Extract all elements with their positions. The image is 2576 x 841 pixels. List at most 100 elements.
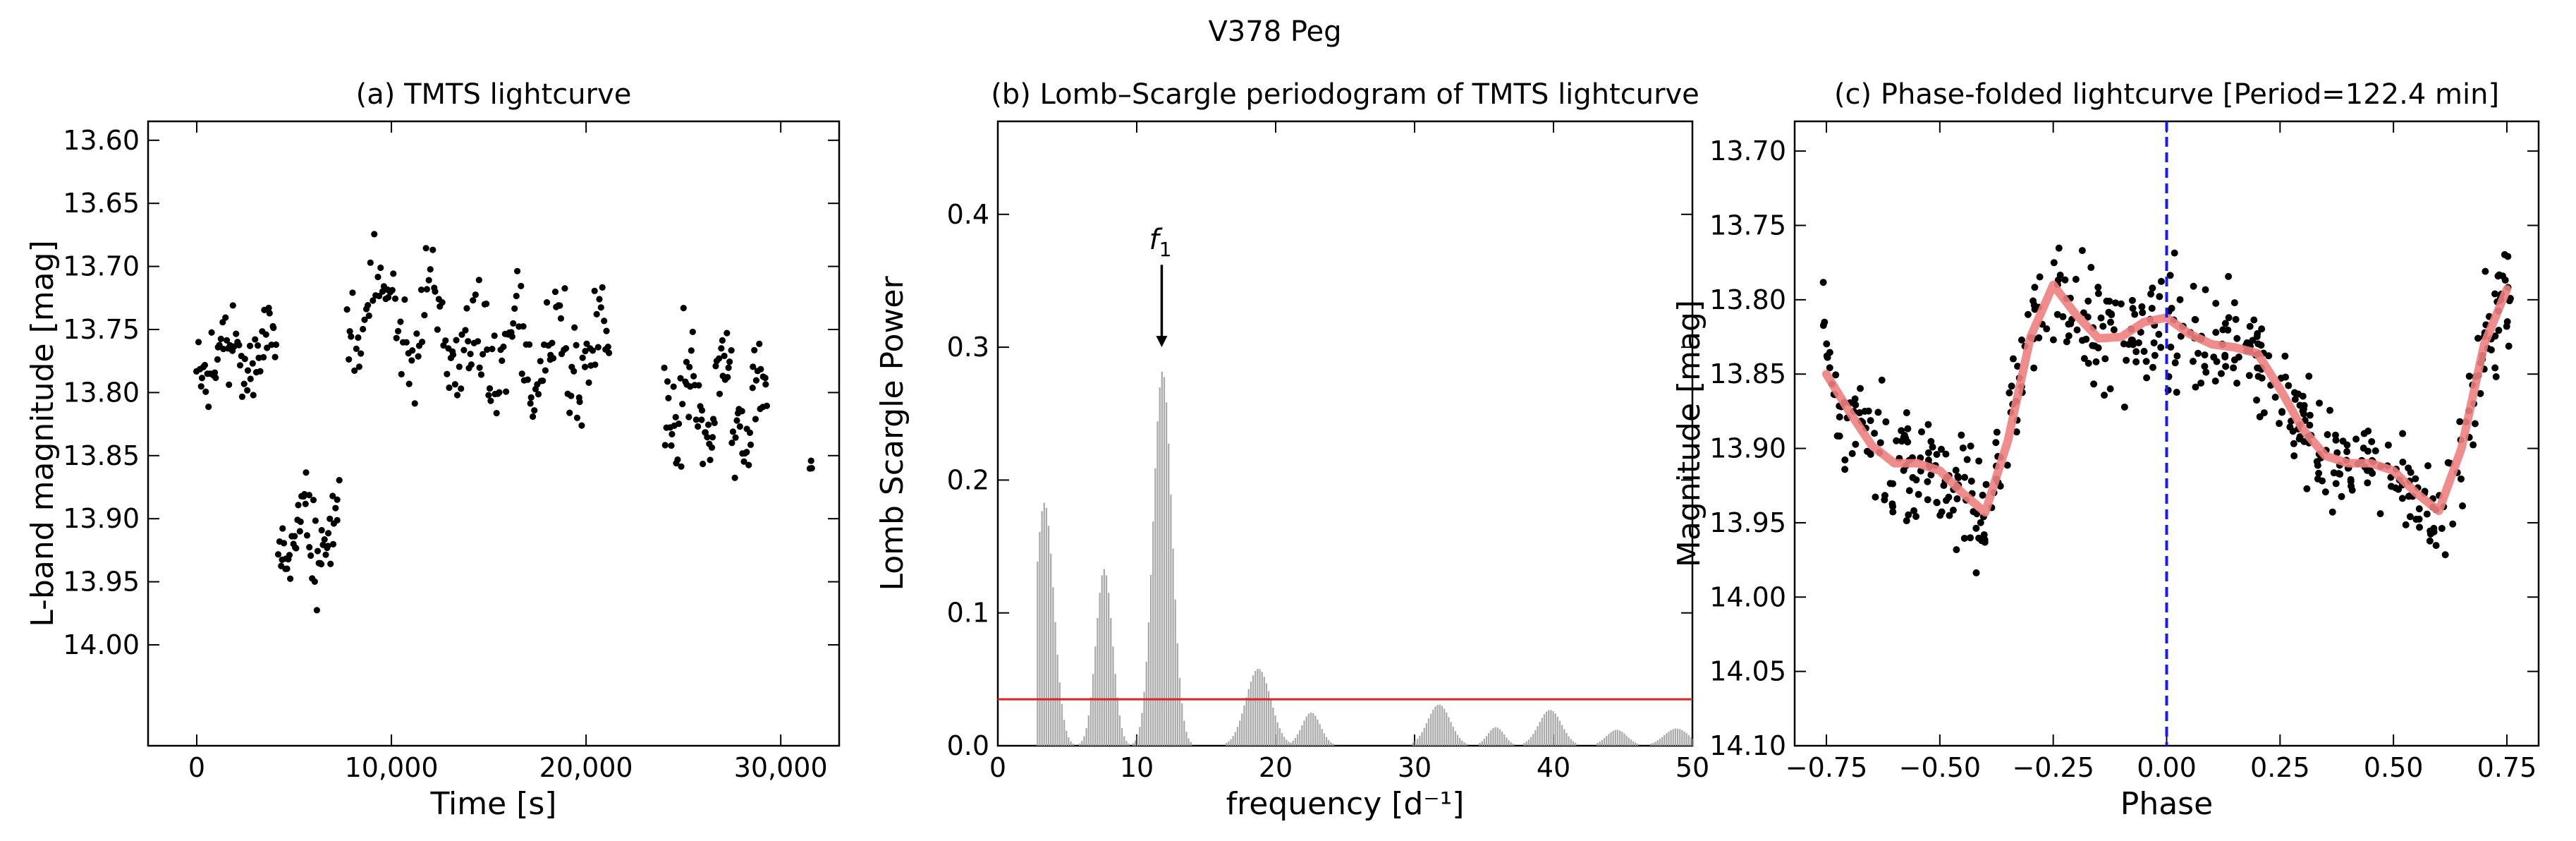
x-axis-label: Time [s]: [430, 786, 557, 822]
periodogram-bar: [1556, 717, 1558, 746]
data-point: [2306, 411, 2314, 419]
data-point: [2143, 374, 2151, 382]
data-point: [526, 341, 533, 348]
data-point: [2050, 259, 2058, 267]
data-point: [2177, 332, 2185, 340]
data-point: [712, 363, 719, 370]
data-point: [260, 353, 267, 361]
periodogram-bar: [1459, 738, 1461, 746]
data-point: [385, 294, 392, 301]
data-point: [683, 358, 690, 365]
panel-c-phase-folded: −0.75 −0.50 −0.25 0.00 0.25 0.50 0.75 13.70 13.7…: [1671, 78, 2540, 822]
data-point: [571, 324, 578, 331]
y-tick-label: 13.75: [63, 314, 140, 345]
data-point: [283, 565, 291, 572]
data-point: [672, 413, 679, 420]
periodogram-bar: [1238, 720, 1241, 746]
data-point: [222, 314, 229, 321]
data-point: [1876, 439, 1884, 447]
periodogram-bar: [1488, 732, 1490, 746]
data-point: [2217, 370, 2225, 377]
periodogram-bar: [1105, 575, 1108, 746]
periodogram-bar: [1465, 743, 1467, 746]
plot-frame: [147, 120, 841, 747]
data-point: [707, 456, 714, 464]
periodogram-bar: [1294, 737, 1297, 746]
periodogram-bar: [1101, 575, 1103, 746]
periodogram-bar: [1303, 720, 1305, 746]
data-point: [1841, 456, 1849, 464]
periodogram-bar: [1149, 574, 1152, 746]
data-point: [453, 392, 461, 399]
data-point: [2080, 309, 2087, 317]
periodogram-bar: [1661, 737, 1664, 746]
panel-title: (a) TMTS lightcurve: [356, 78, 632, 111]
periodogram-bar: [1108, 593, 1110, 746]
data-point: [698, 416, 705, 423]
data-point: [233, 330, 240, 337]
x-axis-label: frequency [d⁻¹]: [1226, 786, 1465, 822]
periodogram-bar: [1174, 599, 1176, 746]
data-point: [358, 350, 365, 357]
data-point: [551, 288, 559, 296]
data-point: [2332, 436, 2340, 444]
data-point: [491, 332, 498, 339]
periodogram-bar: [1421, 732, 1423, 746]
data-point: [439, 298, 446, 306]
y-tick-label: 13.85: [1709, 358, 1786, 389]
data-point: [2415, 505, 2423, 513]
data-point: [2197, 379, 2205, 387]
data-point: [1882, 418, 1890, 425]
data-point: [2030, 364, 2038, 372]
data-point: [432, 288, 439, 295]
periodogram-bar: [1276, 722, 1278, 746]
periodogram-bar: [1494, 727, 1496, 746]
data-point: [1898, 437, 1905, 445]
data-point: [2090, 380, 2098, 388]
data-point: [1929, 443, 1936, 451]
periodogram-bar: [1603, 738, 1606, 746]
data-point: [2492, 373, 2500, 381]
periodogram-bar: [1503, 734, 1506, 746]
data-point: [2137, 328, 2144, 336]
periodogram-bar: [1083, 736, 1085, 746]
data-point: [391, 295, 399, 302]
data-point: [2254, 340, 2262, 348]
periodogram-bar: [1630, 739, 1632, 746]
data-point: [475, 277, 482, 284]
data-point: [2459, 502, 2467, 510]
data-point: [2003, 461, 2011, 469]
data-point: [421, 312, 428, 319]
data-point: [425, 277, 432, 284]
data-point: [605, 349, 613, 356]
data-point: [257, 368, 264, 375]
periodogram-bar: [1612, 730, 1614, 746]
periodogram-bar: [1664, 734, 1666, 746]
data-point: [1832, 371, 1840, 379]
data-point: [594, 344, 602, 351]
data-point: [2024, 310, 2032, 318]
periodogram-bar: [1659, 739, 1661, 746]
data-point: [715, 355, 723, 362]
data-point: [601, 317, 608, 325]
data-point: [2426, 537, 2434, 545]
data-point: [1955, 474, 1962, 482]
periodogram-bar: [1234, 732, 1236, 746]
periodogram-bar: [1330, 742, 1332, 746]
periodogram-bar: [1178, 677, 1181, 746]
periodogram-bar: [1621, 732, 1623, 746]
data-point: [1912, 512, 1920, 520]
data-point: [389, 286, 396, 294]
data-point: [508, 333, 515, 340]
data-point: [279, 525, 286, 532]
data-point: [250, 392, 257, 399]
data-point: [2173, 352, 2181, 360]
data-point: [1982, 480, 1990, 488]
periodogram-bar: [1332, 744, 1334, 746]
data-point: [752, 416, 759, 423]
periodogram-bar: [1272, 707, 1274, 746]
periodogram-bar: [1561, 725, 1563, 746]
data-point: [2412, 516, 2420, 524]
data-point: [1881, 492, 1888, 500]
periodogram-bar: [1037, 561, 1039, 746]
